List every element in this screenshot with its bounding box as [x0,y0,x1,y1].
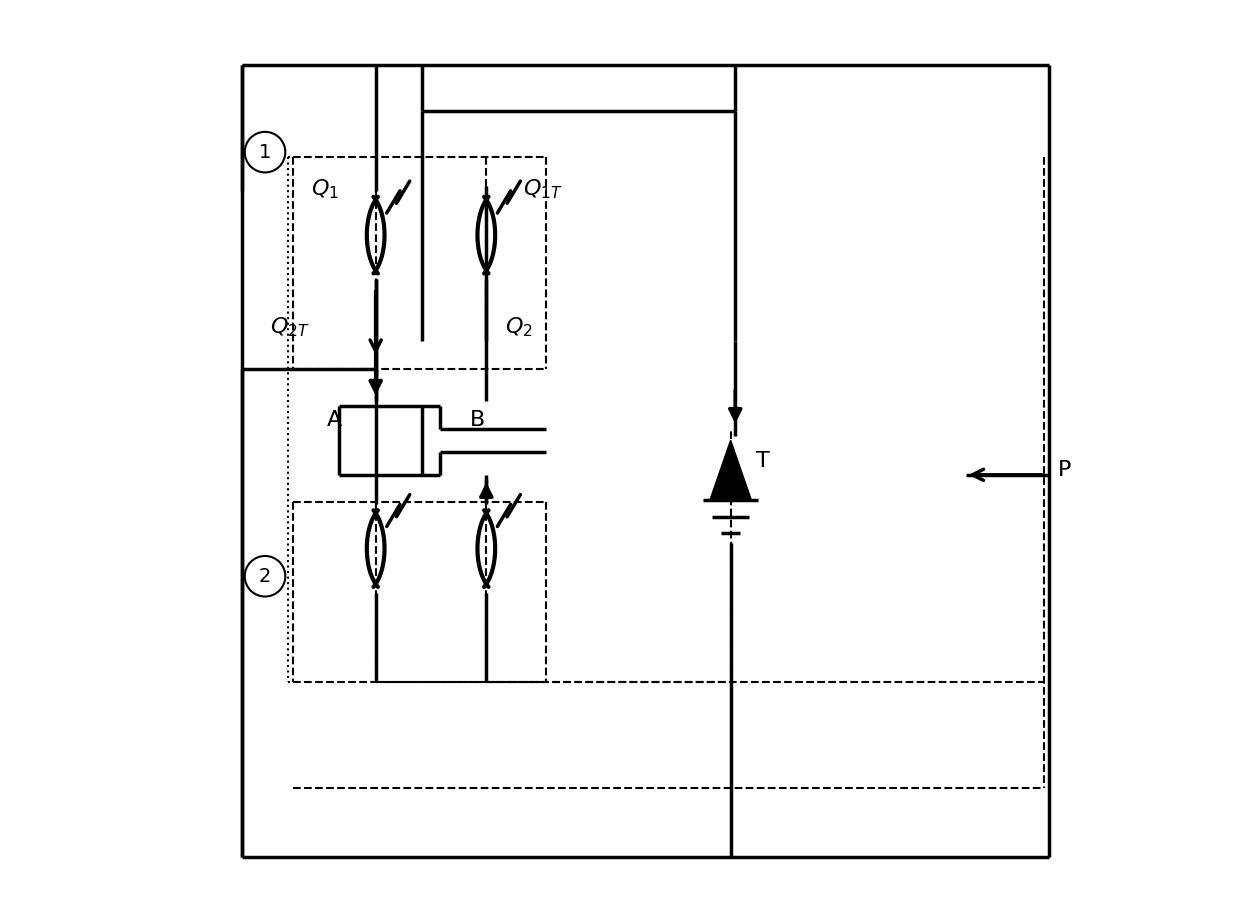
Text: A: A [326,409,342,430]
Text: 2: 2 [259,567,272,585]
Text: $Q_{2T}$: $Q_{2T}$ [269,315,310,339]
Text: T: T [756,451,770,471]
Text: 1: 1 [259,143,272,161]
Polygon shape [709,441,751,500]
Text: $Q_{1T}$: $Q_{1T}$ [523,177,563,201]
Text: P: P [1058,460,1071,480]
Text: $Q_1$: $Q_1$ [311,177,339,201]
Text: $Q_2$: $Q_2$ [505,315,532,339]
Text: B: B [470,409,485,430]
